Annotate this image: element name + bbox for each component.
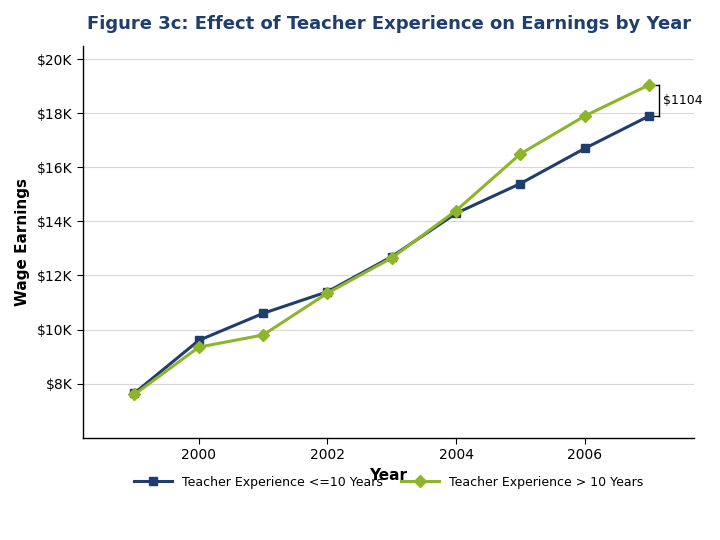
Line: Teacher Experience <=10 Years: Teacher Experience <=10 Years [130,112,653,397]
Line: Teacher Experience > 10 Years: Teacher Experience > 10 Years [130,80,653,399]
Teacher Experience <=10 Years [130,390,139,396]
Teacher Experience <=10 Years [645,113,654,119]
Legend: Teacher Experience <=10 Years, Teacher Experience > 10 Years: Teacher Experience <=10 Years, Teacher E… [129,471,648,494]
Teacher Experience <=10 Years [452,210,461,217]
Teacher Experience <=10 Years [580,145,589,152]
Teacher Experience > 10 Years [387,255,396,261]
Teacher Experience <=10 Years [387,253,396,260]
Teacher Experience <=10 Years [516,180,525,187]
Teacher Experience > 10 Years [452,207,461,214]
Teacher Experience > 10 Years [580,113,589,119]
Teacher Experience <=10 Years [323,288,332,295]
Teacher Experience <=10 Years [258,310,267,316]
Teacher Experience > 10 Years [516,151,525,157]
Teacher Experience > 10 Years [130,391,139,397]
Teacher Experience > 10 Years [194,344,203,350]
Teacher Experience > 10 Years [258,332,267,338]
X-axis label: Year: Year [369,468,408,483]
Teacher Experience > 10 Years [323,290,332,296]
Text: $1104: $1104 [662,94,702,107]
Teacher Experience <=10 Years [194,337,203,343]
Title: Figure 3c: Effect of Teacher Experience on Earnings by Year: Figure 3c: Effect of Teacher Experience … [86,15,690,33]
Teacher Experience > 10 Years [645,82,654,88]
Y-axis label: Wage Earnings: Wage Earnings [15,178,30,306]
